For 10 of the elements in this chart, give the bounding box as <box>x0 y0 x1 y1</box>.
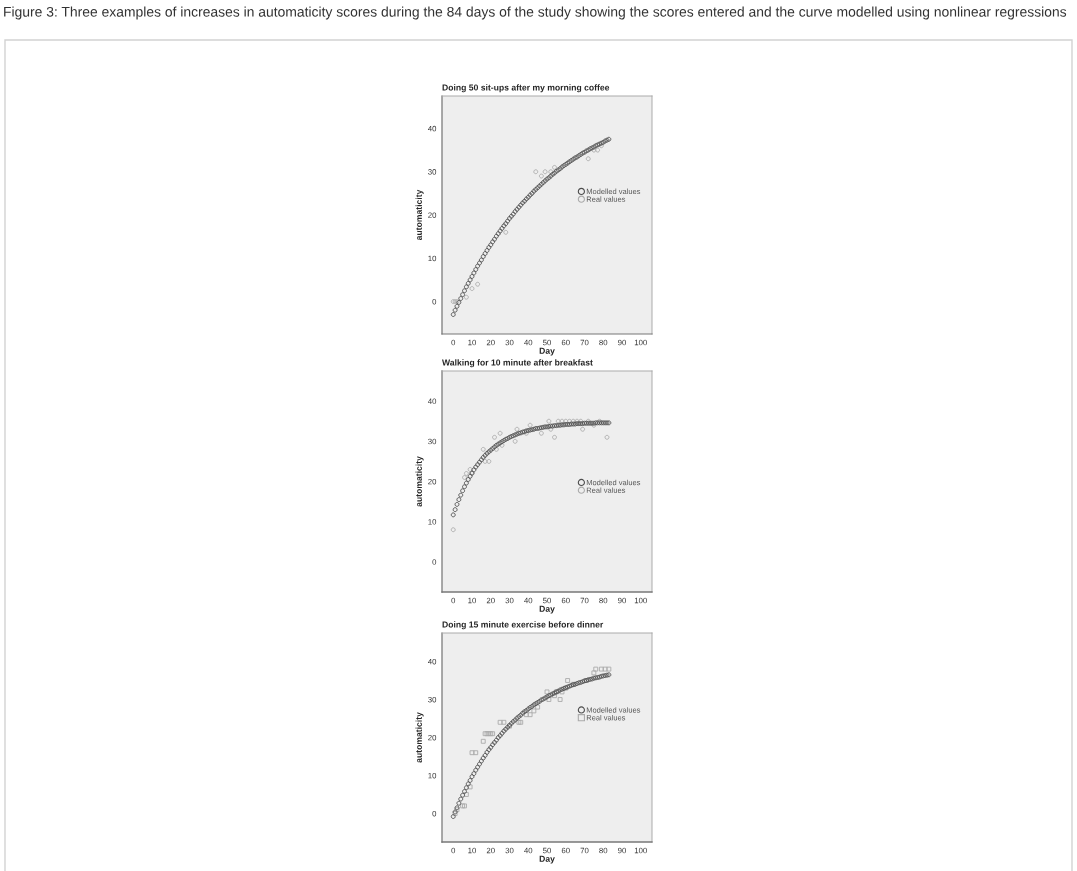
caption: Figure 3: Three examples of increases in automaticity scores during the 84 days of the study showing the scores entered and the curve modelled using nonlinear regressions <box>4 6 1067 20</box>
x-axis-title: Day <box>539 605 555 614</box>
x-axis-title: Day <box>539 347 555 356</box>
x-axis-title: Day <box>539 855 555 864</box>
y-axis-title: automaticity <box>415 189 424 241</box>
y-axis-title: automaticity <box>415 712 424 763</box>
chart-title: Doing 15 minute exercise before dinner <box>442 621 604 630</box>
chart-title: Doing 50 sit-ups after my morning coffee <box>442 84 610 93</box>
y-axis-title: automaticity <box>415 456 424 507</box>
chart-title: Walking for 10 minute after breakfast <box>442 359 593 368</box>
